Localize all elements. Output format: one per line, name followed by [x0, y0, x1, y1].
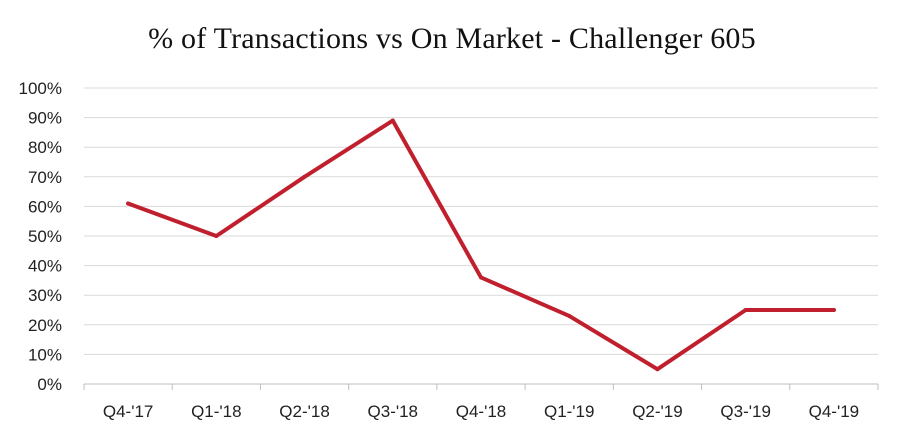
series-line	[126, 118, 836, 372]
x-tick-label: Q1-'18	[191, 402, 242, 421]
chart-title: % of Transactions vs On Market - Challen…	[148, 22, 756, 55]
x-tick-label: Q4-'17	[103, 402, 154, 421]
x-axis	[83, 383, 879, 390]
y-tick-label: 0%	[37, 375, 62, 394]
y-tick-label: 90%	[28, 109, 62, 128]
data-point	[743, 308, 748, 312]
y-tick-label: 80%	[28, 138, 62, 157]
x-tick-label: Q2-'19	[632, 402, 683, 421]
y-axis-tick-labels: 0% 10% 20% 30% 40% 50% 60% 70% 80% 90% 100%	[19, 79, 62, 394]
x-tick-label: Q3-'18	[368, 402, 419, 421]
y-tick-label: 40%	[28, 257, 62, 276]
data-point	[831, 308, 836, 312]
x-tick-label: Q4-'18	[456, 402, 507, 421]
y-tick-label: 50%	[28, 227, 62, 246]
y-tick-label: 60%	[28, 197, 62, 216]
x-tick-label: Q4-'19	[809, 402, 860, 421]
gridlines	[84, 87, 878, 355]
x-tick-label: Q2-'18	[279, 402, 330, 421]
y-tick-label: 30%	[28, 286, 62, 305]
data-point	[655, 367, 660, 372]
data-point	[302, 174, 307, 179]
y-tick-label: 70%	[28, 168, 62, 187]
series-layer	[126, 118, 836, 372]
y-tick-label: 10%	[28, 345, 62, 364]
data-point	[567, 313, 572, 318]
x-tick-label: Q1-'19	[544, 402, 595, 421]
y-tick-label: 100%	[19, 79, 62, 98]
x-tick-label: Q3-'19	[720, 402, 771, 421]
y-tick-label: 20%	[28, 316, 62, 335]
data-point	[390, 118, 395, 123]
data-point	[214, 234, 219, 238]
x-axis-tick-labels: Q4-'17 Q1-'18 Q2-'18 Q3-'18 Q4-'18 Q1-'19 Q2-'…	[103, 402, 859, 421]
data-point	[126, 201, 131, 206]
data-point	[479, 275, 483, 280]
